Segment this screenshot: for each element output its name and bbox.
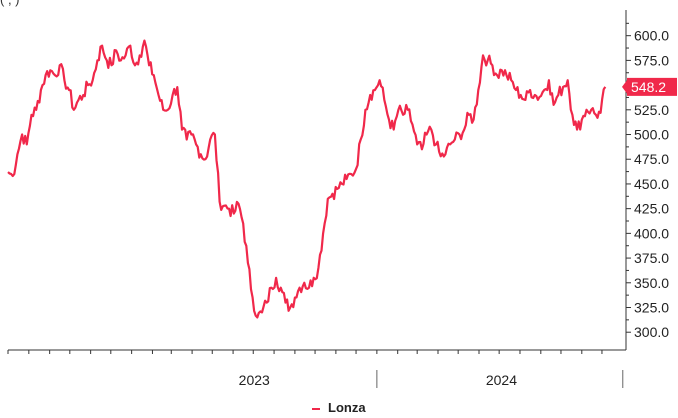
x-axis: 2023 2024 <box>7 349 626 388</box>
y-tick-label: 325.0 <box>634 299 669 315</box>
y-tick-label: 375.0 <box>634 250 669 266</box>
series-line-lonza <box>7 39 607 319</box>
legend-label: Lonza <box>328 400 366 415</box>
y-axis: 300.0 325.0 350.0 375.0 400.0 425.0 450.0 475.0… <box>625 10 669 350</box>
clipped-header-text: ( , ) <box>0 0 20 7</box>
legend-swatch <box>312 407 321 410</box>
y-tick-label: 350.0 <box>634 275 669 291</box>
y-tick-label: 600.0 <box>634 28 669 44</box>
plot-area <box>7 39 607 319</box>
x-tick-label: 2023 <box>239 372 270 388</box>
y-tick-label: 525.0 <box>634 102 669 118</box>
x-tick-label: 2024 <box>486 372 517 388</box>
line-chart: 2023 2024 300.0 325.0 350.0 375.0 400.0 425.0 4… <box>7 10 677 388</box>
y-tick-label: 500.0 <box>634 127 669 143</box>
last-value-text: 548.2 <box>631 79 666 95</box>
legend: Lonza <box>0 400 678 415</box>
y-tick-label: 425.0 <box>634 201 669 217</box>
y-tick-label: 575.0 <box>634 52 669 68</box>
y-tick-label: 475.0 <box>634 151 669 167</box>
y-tick-label: 300.0 <box>634 324 669 340</box>
y-tick-label: 400.0 <box>634 225 669 241</box>
last-value-label: 548.2 <box>622 77 677 96</box>
last-value-box <box>627 77 677 96</box>
y-tick-label: 450.0 <box>634 176 669 192</box>
last-value-pointer <box>622 78 628 95</box>
